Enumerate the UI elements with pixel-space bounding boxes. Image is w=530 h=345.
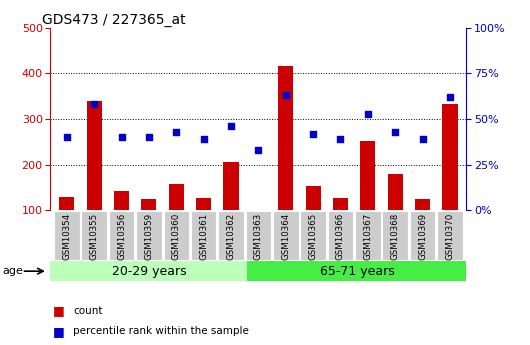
Bar xyxy=(114,191,129,210)
Text: GSM10368: GSM10368 xyxy=(391,213,400,260)
FancyBboxPatch shape xyxy=(383,211,408,260)
Point xyxy=(63,135,71,140)
Bar xyxy=(86,101,102,210)
Bar xyxy=(59,197,74,210)
FancyBboxPatch shape xyxy=(109,211,134,260)
Bar xyxy=(50,261,248,281)
Text: ■: ■ xyxy=(53,325,65,338)
Text: GSM10370: GSM10370 xyxy=(446,213,455,260)
Text: count: count xyxy=(73,306,103,315)
Bar xyxy=(306,186,321,210)
Point xyxy=(172,129,181,135)
Text: GSM10360: GSM10360 xyxy=(172,213,181,260)
Text: percentile rank within the sample: percentile rank within the sample xyxy=(73,326,249,336)
Point xyxy=(90,102,99,107)
Text: GSM10365: GSM10365 xyxy=(308,213,317,260)
Bar xyxy=(333,198,348,210)
Bar xyxy=(415,199,430,210)
Text: GSM10355: GSM10355 xyxy=(90,213,99,260)
Point xyxy=(391,129,400,135)
Text: GSM10367: GSM10367 xyxy=(364,213,373,260)
Bar xyxy=(142,199,156,210)
FancyBboxPatch shape xyxy=(328,211,354,260)
Point xyxy=(281,92,290,98)
Text: age: age xyxy=(3,266,23,276)
Point xyxy=(364,111,372,116)
Text: GSM10356: GSM10356 xyxy=(117,213,126,260)
Bar xyxy=(224,162,238,210)
FancyBboxPatch shape xyxy=(82,211,107,260)
Text: GSM10363: GSM10363 xyxy=(254,213,263,260)
Point xyxy=(309,131,317,136)
Bar xyxy=(248,261,466,281)
Point xyxy=(117,135,126,140)
Text: ■: ■ xyxy=(53,304,65,317)
FancyBboxPatch shape xyxy=(355,211,381,260)
Text: GSM10361: GSM10361 xyxy=(199,213,208,260)
Text: 65-71 years: 65-71 years xyxy=(320,265,394,278)
Point xyxy=(227,124,235,129)
Text: 20-29 years: 20-29 years xyxy=(112,265,186,278)
Text: GSM10359: GSM10359 xyxy=(144,213,153,259)
FancyBboxPatch shape xyxy=(163,211,189,260)
Point xyxy=(145,135,153,140)
Bar xyxy=(443,104,457,210)
Bar xyxy=(360,140,375,210)
FancyBboxPatch shape xyxy=(273,211,298,260)
FancyBboxPatch shape xyxy=(218,211,244,260)
FancyBboxPatch shape xyxy=(54,211,80,260)
Bar xyxy=(169,184,184,210)
FancyBboxPatch shape xyxy=(136,211,162,260)
FancyBboxPatch shape xyxy=(437,211,463,260)
Text: GSM10369: GSM10369 xyxy=(418,213,427,259)
FancyBboxPatch shape xyxy=(191,211,216,260)
Text: GSM10362: GSM10362 xyxy=(226,213,235,260)
Bar xyxy=(196,198,211,210)
Point xyxy=(199,136,208,142)
FancyBboxPatch shape xyxy=(410,211,435,260)
Bar xyxy=(388,174,403,210)
Point xyxy=(418,136,427,142)
Text: GDS473 / 227365_at: GDS473 / 227365_at xyxy=(42,12,185,27)
Text: GSM10354: GSM10354 xyxy=(62,213,71,260)
Bar xyxy=(278,67,293,210)
Point xyxy=(446,94,454,100)
Text: GSM10364: GSM10364 xyxy=(281,213,290,260)
Text: GSM10366: GSM10366 xyxy=(336,213,345,260)
FancyBboxPatch shape xyxy=(301,211,326,260)
Point xyxy=(336,136,344,142)
FancyBboxPatch shape xyxy=(245,211,271,260)
Point xyxy=(254,147,262,153)
